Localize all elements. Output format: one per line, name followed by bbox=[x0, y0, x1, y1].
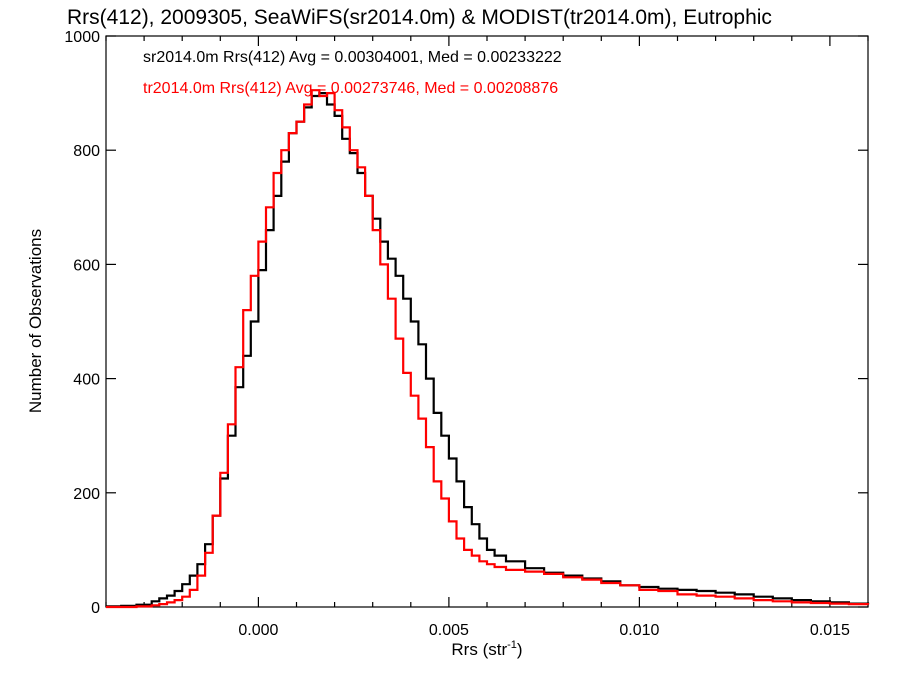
y-tick-label: 800 bbox=[73, 143, 100, 160]
series-sr2014-histogram bbox=[106, 92, 870, 608]
y-axis-ticks: 0 200 400 600 800 1000 bbox=[64, 29, 868, 617]
series-layer bbox=[106, 89, 870, 609]
x-tick-label: 0.000 bbox=[238, 622, 278, 639]
x-axis-label-superscript: -1 bbox=[507, 639, 517, 651]
y-tick-label: 0 bbox=[91, 600, 100, 617]
plot-frame bbox=[105, 35, 869, 608]
y-tick-label: 200 bbox=[73, 486, 100, 503]
x-tick-label: 0.015 bbox=[810, 622, 850, 639]
y-tick-label: 600 bbox=[73, 257, 100, 274]
chart-title: Rrs(412), 2009305, SeaWiFS(sr2014.0m) & … bbox=[67, 6, 772, 29]
y-tick-label: 400 bbox=[73, 372, 100, 389]
y-tick-label: 1000 bbox=[64, 29, 100, 46]
x-axis-label-suffix: ) bbox=[517, 640, 523, 659]
x-axis-ticks: 0.000 0.005 0.010 0.015 bbox=[105, 36, 869, 639]
annotation-sr-stats: sr2014.0m Rrs(412) Avg = 0.00304001, Med… bbox=[143, 49, 562, 66]
x-axis-label: Rrs (str-1) bbox=[451, 639, 522, 659]
x-tick-label: 0.010 bbox=[619, 622, 659, 639]
y-axis-label: Number of Observations bbox=[26, 229, 45, 413]
series-tr2014-histogram bbox=[106, 89, 870, 609]
x-tick-label: 0.005 bbox=[429, 622, 469, 639]
annotation-tr-stats: tr2014.0m Rrs(412) Avg = 0.00273746, Med… bbox=[143, 80, 558, 97]
x-axis-label-main: Rrs (str bbox=[451, 640, 507, 659]
